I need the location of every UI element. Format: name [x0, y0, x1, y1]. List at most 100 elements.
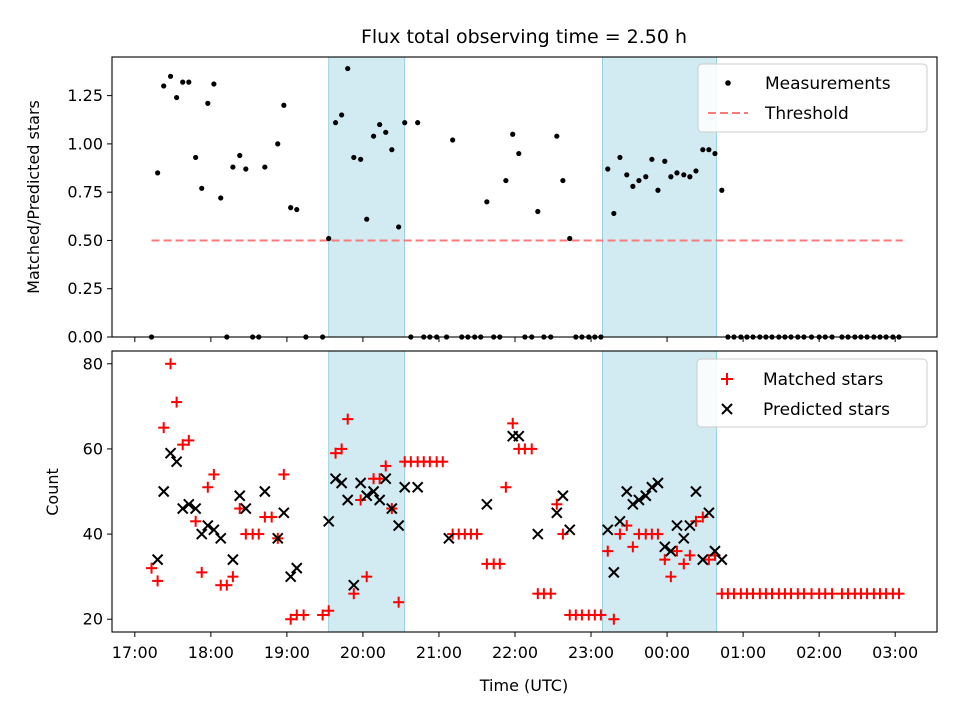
measurement-point	[288, 205, 294, 211]
measurement-point	[560, 177, 566, 184]
matched-star-point	[826, 588, 838, 600]
matched-star-point	[342, 413, 354, 425]
matched-star-point	[684, 549, 696, 561]
predicted-star-point	[272, 532, 284, 545]
top-y-tick-label: 0.75	[67, 183, 103, 202]
measurement-point	[351, 154, 357, 161]
predicted-star-point	[551, 507, 563, 519]
measurement-point	[262, 164, 268, 170]
matched-star-point	[627, 541, 639, 553]
measurement-point	[693, 168, 699, 174]
bottom-shaded-interval	[328, 350, 406, 633]
predicted-star-point	[322, 515, 335, 528]
measurement-point	[332, 120, 339, 126]
measurement-point	[662, 158, 668, 164]
measurement-point	[396, 224, 402, 230]
predicted-star-point	[513, 430, 525, 442]
bottom-matched-points	[146, 358, 905, 625]
matched-star-point	[690, 515, 702, 527]
top-shaded-interval	[602, 56, 717, 338]
matched-star-point	[393, 596, 405, 608]
predicted-star-point	[532, 528, 544, 540]
predicted-star-point	[361, 490, 373, 502]
bottom-y-tick-label: 80	[83, 354, 103, 373]
predicted-star-point	[367, 485, 380, 498]
predicted-star-point	[633, 494, 645, 506]
top-legend: Measurements Threshold	[697, 63, 928, 133]
matched-star-point	[545, 588, 557, 600]
predicted-star-point	[671, 519, 683, 532]
predicted-star-point	[259, 485, 271, 498]
measurement-point	[383, 129, 389, 135]
matched-star-point	[278, 468, 290, 480]
matched-star-point	[152, 575, 164, 587]
measurement-point	[674, 170, 680, 176]
predicted-star-point	[354, 477, 367, 489]
matched-star-point	[671, 545, 683, 557]
measurement-point	[161, 83, 167, 89]
predicted-star-point	[646, 481, 658, 493]
measurement-point	[230, 164, 236, 170]
matched-star-point	[208, 468, 220, 480]
predicted-star-point	[240, 502, 252, 515]
bottom-legend-box	[696, 358, 928, 428]
measurement-point	[712, 150, 718, 157]
bottom-y-axis-label: Count	[43, 468, 62, 516]
predicted-star-point	[614, 515, 626, 528]
predicted-star-point	[709, 545, 721, 557]
top-y-axis-label: Matched/Predicted stars	[24, 100, 43, 294]
predicted-star-point	[189, 502, 202, 515]
top-x-axis-ticks	[134, 337, 896, 342]
matched-star-point	[494, 558, 506, 570]
predicted-star-point	[557, 490, 569, 502]
measurement-point	[243, 166, 249, 172]
measurement-point	[281, 102, 287, 108]
measurement-point	[668, 174, 674, 180]
bottom-x-tick-label: 22:00	[492, 643, 538, 662]
predicted-star-point	[684, 519, 696, 532]
predicted-star-point	[151, 553, 164, 566]
predicted-star-point	[157, 485, 170, 498]
matched-star-point	[703, 554, 715, 566]
predicted-star-point	[608, 566, 620, 579]
measurement-point	[377, 121, 383, 128]
measurement-point	[294, 206, 300, 213]
matched-star-point	[285, 613, 297, 625]
measurement-point	[567, 235, 573, 242]
bottom-x-tick-label: 03:00	[872, 643, 918, 662]
measurement-point	[503, 177, 509, 184]
matched-star-point	[202, 481, 214, 493]
matched-star-point	[665, 571, 677, 583]
x-axis-label: Time (UTC)	[479, 676, 568, 695]
bottom-legend: Matched stars Predicted stars	[696, 358, 928, 428]
measurement-point	[611, 210, 617, 217]
bottom-x-axis-ticks: 17:00 18:00 19:00 20:00 21:00 22:00 23:00 00:00…	[112, 632, 918, 662]
predicted-star-point	[411, 481, 424, 493]
matched-star-point	[471, 528, 483, 540]
bottom-axes-frame	[111, 350, 938, 633]
measurement-point	[719, 187, 725, 193]
matched-star-point	[190, 515, 202, 527]
matched-star-point	[595, 609, 607, 621]
measurement-point	[211, 81, 217, 87]
measurement-point	[389, 147, 395, 153]
measurement-point	[649, 156, 655, 162]
measurement-point	[605, 166, 611, 172]
predicted-star-point	[380, 473, 392, 485]
matched-star-point	[196, 566, 208, 578]
bottom-x-tick-label: 23:00	[568, 643, 614, 662]
bottom-y-tick-label: 60	[83, 439, 103, 458]
measurement-point	[617, 154, 623, 161]
matched-star-point	[374, 473, 386, 485]
measurement-point	[630, 183, 636, 189]
predicted-star-point	[335, 477, 348, 489]
measurement-point	[636, 177, 642, 184]
top-shaded-interval	[328, 56, 406, 338]
legend-label-threshold: Threshold	[764, 104, 849, 124]
matched-star-point	[165, 358, 177, 370]
measurement-point	[167, 73, 174, 79]
matched-star-point	[253, 528, 265, 540]
measurement-point	[174, 94, 180, 101]
matched-star-point	[507, 417, 519, 429]
